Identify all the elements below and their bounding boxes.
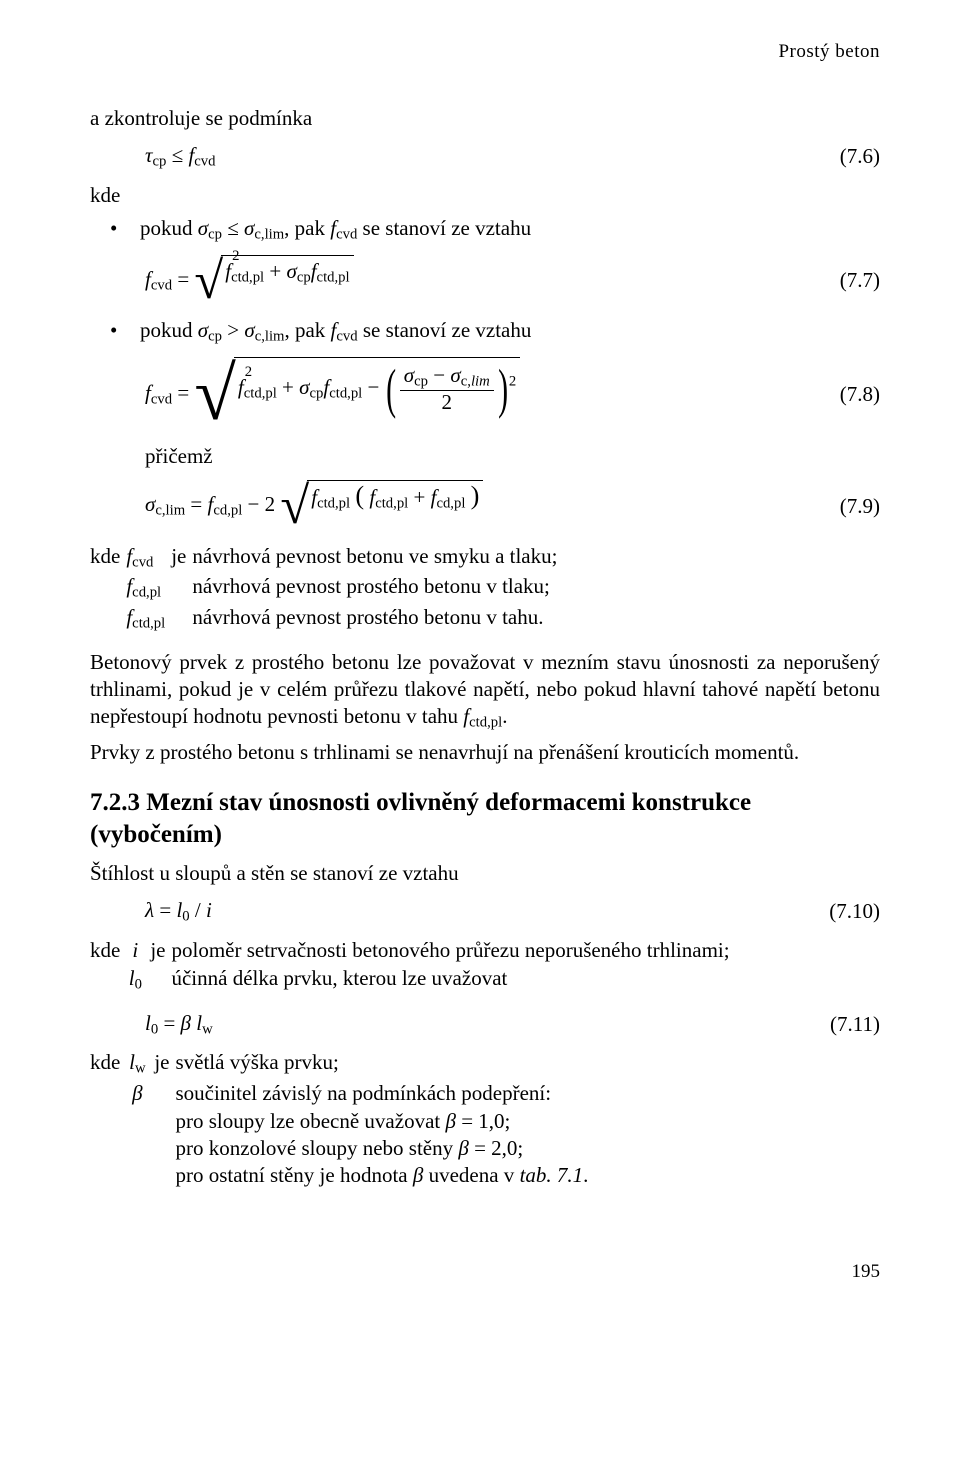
para-pricemz: přičemž <box>145 443 880 470</box>
text: uvedena v <box>423 1163 519 1187</box>
definitions-beta: kde lw je světlá výška prvku; β součinit… <box>90 1049 594 1190</box>
symbol-beta: β <box>445 1109 455 1133</box>
defs-text: návrhová pevnost prostého betonu v tlaku… <box>192 573 563 604</box>
bullet-item-2: • pokud σcp > σc,lim, pak fcvd se stanov… <box>110 317 880 347</box>
text: pro ostatní stěny je hodnota <box>175 1163 412 1187</box>
definitions-lambda: kde i je poloměr setrvačnosti betonového… <box>90 937 736 996</box>
eq-number: (7.11) <box>810 1011 880 1038</box>
bullet-marker: • <box>110 215 140 245</box>
chapter-header: Prostý beton <box>90 40 880 65</box>
eq-number: (7.10) <box>810 898 880 925</box>
defs-je: je <box>171 543 192 574</box>
definitions-fcvd: kde fcvd je návrhová pevnost betonu ve s… <box>90 543 563 635</box>
eq-7-8: fcvd = √ f2ctd,pl + σcpfctd,pl − ( σcp −… <box>90 357 880 433</box>
eq-7-10: λ = l0 / i (7.10) <box>90 897 880 927</box>
defs-kde: kde <box>90 1049 126 1080</box>
eq-number: (7.9) <box>810 493 880 520</box>
text: pro sloupy lze obecně uvažovat <box>175 1109 445 1133</box>
text: . <box>502 704 507 728</box>
section-heading-7-2-3: 7.2.3 Mezní stav únosnosti ovlivněný def… <box>90 787 880 852</box>
eq-number: (7.7) <box>810 267 880 294</box>
defs-text: světlá výška prvku; <box>175 1049 594 1080</box>
page-number: 195 <box>90 1260 880 1285</box>
eq-7-9: σc,lim = fcd,pl − 2 √ fctd,pl ( fctd,pl … <box>90 480 880 533</box>
defs-text: součinitel závislý na podmínkách podepře… <box>175 1080 588 1107</box>
defs-kde: kde <box>90 543 126 574</box>
eq-7-7: fcvd = √ f2ctd,pl + σcpfctd,pl (7.7) <box>90 255 880 308</box>
defs-kde: kde <box>90 937 126 965</box>
para-intro: a zkontroluje se podmínka <box>90 105 880 132</box>
para-kde: kde <box>90 182 880 209</box>
eq-7-6: τcp ≤ fcvd (7.6) <box>90 142 880 172</box>
bullet-item-1: • pokud σcp ≤ σc,lim, pak fcvd se stanov… <box>110 215 880 245</box>
text: = 1,0; <box>456 1109 510 1133</box>
defs-je: je <box>154 1049 175 1080</box>
text: . <box>583 1163 588 1187</box>
para-betonovy-prvek: Betonový prvek z prostého betonu lze pov… <box>90 649 880 733</box>
text: pro konzolové sloupy nebo stěny <box>175 1136 458 1160</box>
eq-number: (7.8) <box>810 381 880 408</box>
defs-text: poloměr setrvačnosti betonového průřezu … <box>171 937 735 965</box>
eq-7-11: l0 = β lw (7.11) <box>90 1010 880 1040</box>
defs-text: návrhová pevnost prostého betonu v tahu. <box>192 604 563 635</box>
para-stihlost: Štíhlost u sloupů a stěn se stanoví ze v… <box>90 860 880 887</box>
defs-je: je <box>150 937 171 965</box>
symbol-beta: β <box>413 1163 423 1187</box>
eq-number: (7.6) <box>810 143 880 170</box>
bullet-marker: • <box>110 317 140 347</box>
table-ref: tab. 7.1 <box>520 1163 584 1187</box>
defs-text: návrhová pevnost betonu ve smyku a tlaku… <box>192 543 563 574</box>
symbol-beta: β <box>458 1136 468 1160</box>
para-prvky: Prvky z prostého betonu s trhlinami se n… <box>90 739 880 766</box>
text: = 2,0; <box>469 1136 523 1160</box>
defs-text: účinná délka prvku, kterou lze uvažovat <box>171 965 735 996</box>
